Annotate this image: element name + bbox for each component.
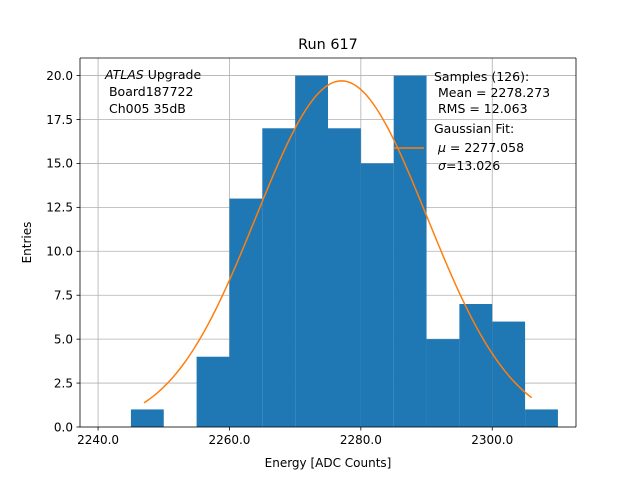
y-tick-label: 20.0 bbox=[46, 69, 73, 83]
x-tick-label: 2260.0 bbox=[208, 433, 250, 447]
x-axis-ticks: 2240.0 2260.0 2280.0 2300.0 bbox=[77, 427, 513, 447]
histogram-bar bbox=[262, 128, 296, 428]
legend-mu-value: = 2277.058 bbox=[446, 140, 524, 155]
y-tick-label: 10.0 bbox=[46, 245, 73, 259]
annotation-board: Board187722 bbox=[105, 84, 193, 99]
histogram-bar bbox=[360, 163, 394, 427]
annotation-upgrade: Upgrade bbox=[144, 67, 202, 82]
y-tick-label: 15.0 bbox=[46, 157, 73, 171]
y-tick-label: 12.5 bbox=[46, 201, 73, 215]
histogram-bar bbox=[393, 75, 427, 428]
x-axis-label: Energy [ADC Counts] bbox=[265, 456, 392, 470]
histogram-bar bbox=[229, 198, 263, 427]
gaussian-fit-line bbox=[143, 80, 533, 404]
annotation-atlas: ATLAS bbox=[104, 67, 144, 82]
histogram-bar bbox=[130, 409, 164, 427]
histogram-bar bbox=[196, 356, 230, 427]
histogram-bar bbox=[459, 304, 493, 427]
histogram-bar bbox=[525, 409, 558, 427]
y-tick-label: 17.5 bbox=[46, 113, 73, 127]
y-tick-label: 7.5 bbox=[54, 289, 73, 303]
histogram-bar bbox=[328, 128, 361, 428]
y-axis-label: Entries bbox=[20, 222, 34, 264]
atlas-annotation: ATLAS Upgrade Board187722 Ch005 35dB bbox=[104, 67, 201, 116]
histogram-bar bbox=[426, 339, 460, 427]
y-tick-label: 0.0 bbox=[54, 420, 73, 434]
legend-mu-symbol: μ bbox=[437, 140, 446, 155]
legend-samples-mean: Mean = 2278.273 bbox=[434, 85, 550, 100]
legend-sigma-symbol: σ bbox=[438, 158, 447, 173]
x-tick-label: 2300.0 bbox=[471, 433, 513, 447]
y-axis-ticks: 0.0 2.5 5.0 7.5 10.0 12.5 15.0 17.5 20.0 bbox=[46, 69, 80, 434]
x-tick-label: 2280.0 bbox=[340, 433, 382, 447]
legend-sigma-value: =13.026 bbox=[446, 158, 500, 173]
legend-fit-mu: μ = 2277.058 bbox=[437, 140, 524, 155]
histogram-bars bbox=[130, 75, 558, 428]
annotation-line-1: ATLAS Upgrade bbox=[104, 67, 201, 82]
y-tick-label: 5.0 bbox=[54, 332, 73, 346]
x-tick-label: 2240.0 bbox=[77, 433, 119, 447]
histogram-bar bbox=[295, 75, 328, 428]
legend-fit-sigma: σ=13.026 bbox=[438, 158, 500, 173]
histogram-bar bbox=[492, 321, 526, 427]
gaussian-fit-curve bbox=[143, 80, 533, 404]
legend: Samples (126): Mean = 2278.273 RMS = 12.… bbox=[394, 69, 550, 173]
legend-samples-rms: RMS = 12.063 bbox=[434, 101, 528, 116]
annotation-channel: Ch005 35dB bbox=[105, 101, 186, 116]
chart-title: Run 617 bbox=[298, 37, 358, 53]
legend-samples-title: Samples (126): bbox=[434, 69, 529, 84]
y-tick-label: 2.5 bbox=[54, 376, 73, 390]
legend-fit-title: Gaussian Fit: bbox=[434, 121, 514, 136]
